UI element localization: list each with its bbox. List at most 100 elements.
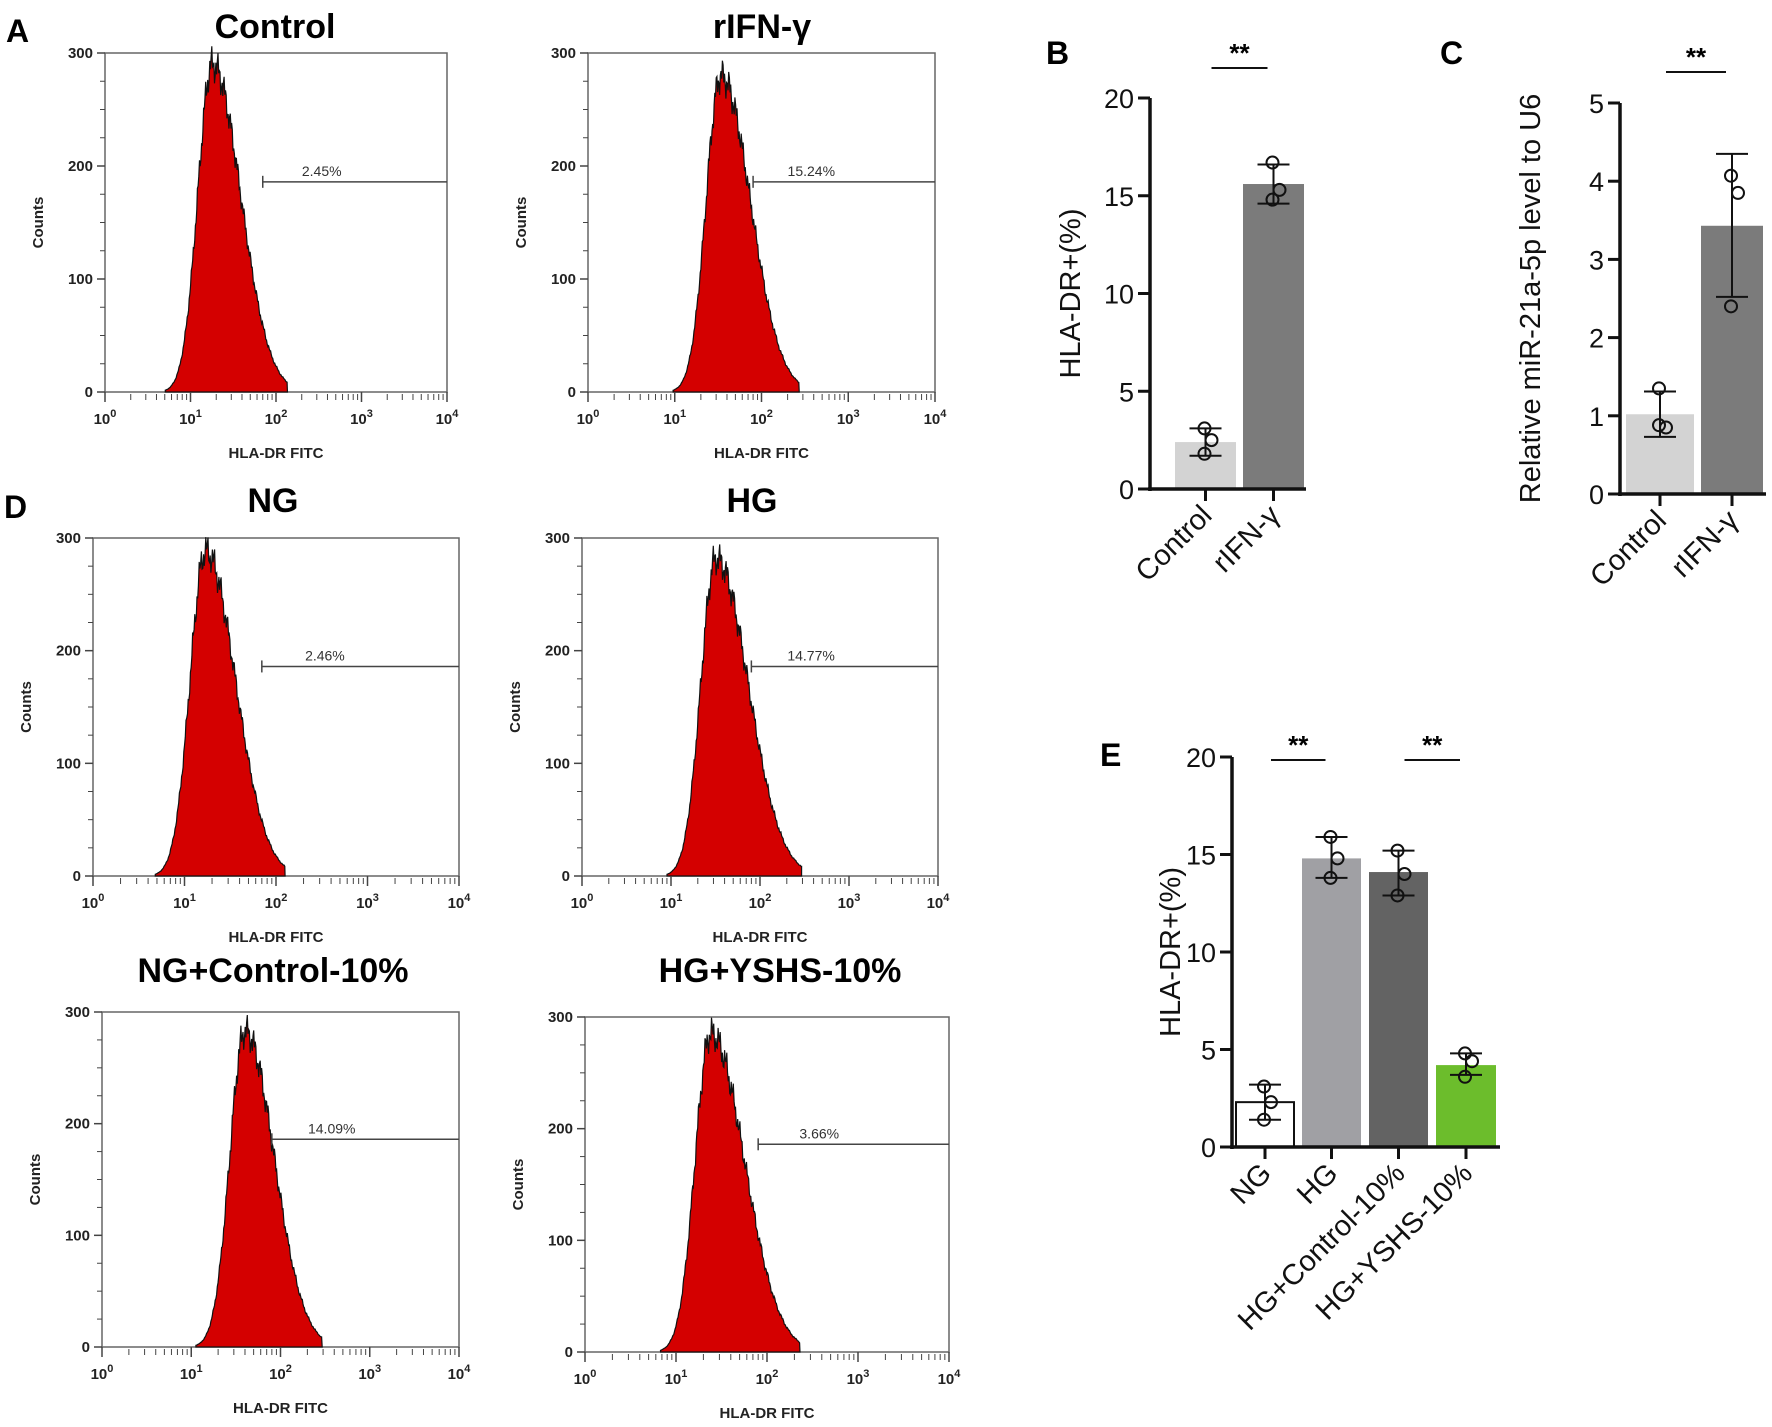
y-tick-label: 200 — [65, 1116, 90, 1133]
data-point — [1724, 299, 1738, 314]
histogram-title: HG+YSHS-10% — [659, 952, 902, 990]
x-tick-label: 103 — [358, 1363, 381, 1383]
data-point — [1264, 1095, 1278, 1110]
y-tick-label: 100 — [68, 271, 93, 288]
histogram-title: NG — [248, 482, 299, 520]
bar-hg — [1302, 858, 1361, 1147]
panel-letter-a: A — [6, 13, 29, 49]
histogram-title: NG+Control-10% — [137, 952, 408, 990]
data-point — [1731, 185, 1745, 200]
x-tick-label: 103 — [350, 408, 373, 428]
y-tick-label: 0 — [73, 868, 81, 885]
data-point — [1652, 381, 1666, 396]
panel-letter-c: C — [1440, 35, 1463, 71]
x-tick-label: 104 — [924, 408, 948, 428]
data-point — [1257, 1079, 1271, 1094]
y-axis-label: Counts — [30, 197, 47, 249]
x-axis-label: HLA-DR FITC — [229, 445, 324, 462]
data-point — [1265, 192, 1280, 207]
data-point — [1397, 867, 1412, 881]
data-point — [1390, 888, 1405, 903]
x-tick-label: 101 — [173, 892, 196, 912]
bar-hg-control-10- — [1369, 872, 1428, 1147]
x-tick-label: 103 — [837, 408, 860, 428]
data-point — [1272, 182, 1287, 197]
x-tick-label: 101 — [660, 892, 683, 912]
y-axis-label: HLA-DR+(%) — [1055, 209, 1087, 379]
data-point — [1265, 155, 1280, 170]
x-tick-label: 104 — [938, 1368, 962, 1388]
y-tick-label: 0 — [82, 1339, 90, 1356]
y-axis-label: Relative miR-21a-5p level to U6 — [1515, 94, 1547, 503]
y-tick-label: 1 — [1589, 402, 1604, 432]
y-tick-label: 300 — [56, 530, 81, 547]
x-axis-label: HLA-DR FITC — [229, 929, 324, 946]
y-tick-label: 0 — [565, 1344, 573, 1361]
y-tick-label: 100 — [65, 1227, 90, 1244]
gate-percentage: 15.24% — [788, 163, 835, 179]
plot-frame — [104, 52, 448, 393]
x-tick-label: 100 — [94, 408, 117, 428]
histogram-title: Control — [215, 8, 336, 46]
histogram-fill — [164, 46, 289, 393]
x-axis-label: HLA-DR FITC — [714, 445, 809, 462]
x-tick-label: 100 — [571, 892, 594, 912]
histogram-fill — [154, 537, 286, 877]
x-tick-label: 101 — [665, 1368, 688, 1388]
x-tick-label: Control — [1584, 504, 1673, 593]
y-tick-label: 100 — [548, 1232, 573, 1249]
y-tick-label: 100 — [56, 755, 81, 772]
y-tick-label: 5 — [1119, 377, 1134, 407]
x-tick-label: 102 — [265, 408, 288, 428]
data-point — [1197, 446, 1212, 461]
y-tick-label: 20 — [1186, 743, 1216, 773]
data-point — [1204, 433, 1219, 448]
x-tick-label: 100 — [91, 1363, 114, 1383]
bar-chart-e: NG HGHG+Control-10%HG+YSHS-10%05101520HLA… — [1155, 730, 1500, 1337]
x-tick-label: rIFN-γ — [1665, 504, 1745, 584]
y-tick-label: 200 — [68, 158, 93, 175]
data-point — [1197, 421, 1212, 436]
data-point — [1458, 1069, 1472, 1084]
y-tick-label: 200 — [551, 158, 576, 175]
y-tick-label: 2 — [1589, 324, 1604, 354]
x-tick-label: NG — [1225, 1157, 1278, 1210]
histogram-title: rIFN-γ — [713, 8, 811, 46]
significance-label: ** — [1422, 730, 1443, 760]
histogram-fill — [666, 544, 803, 877]
data-point — [1458, 1046, 1472, 1061]
x-tick-label: 103 — [356, 892, 379, 912]
significance-label: ** — [1288, 730, 1309, 760]
histogram-title: HG — [727, 482, 778, 520]
gate-percentage: 14.77% — [787, 647, 834, 663]
y-tick-label: 300 — [65, 1004, 90, 1021]
bar-hg-yshs-10- — [1436, 1065, 1496, 1147]
y-tick-label: 3 — [1589, 245, 1604, 275]
data-point — [1390, 843, 1405, 858]
y-axis-label: Counts — [27, 1154, 44, 1206]
y-tick-label: 300 — [68, 45, 93, 62]
y-tick-label: 200 — [545, 643, 570, 660]
plot-frame — [92, 537, 460, 877]
y-tick-label: 200 — [548, 1121, 573, 1138]
x-tick-label: 102 — [749, 892, 772, 912]
gate-percentage: 14.09% — [308, 1120, 355, 1136]
x-tick-label: HG — [1291, 1157, 1344, 1210]
x-axis-label: HLA-DR FITC — [720, 1405, 815, 1422]
y-tick-label: 0 — [1589, 480, 1604, 510]
x-tick-label: rIFN-γ — [1207, 499, 1287, 579]
x-tick-label: 102 — [750, 408, 773, 428]
data-point — [1257, 1112, 1271, 1127]
y-tick-label: 300 — [551, 45, 576, 62]
x-tick-label: 103 — [847, 1368, 870, 1388]
y-tick-label: 100 — [545, 755, 570, 772]
x-axis-label: HLA-DR FITC — [713, 929, 808, 946]
